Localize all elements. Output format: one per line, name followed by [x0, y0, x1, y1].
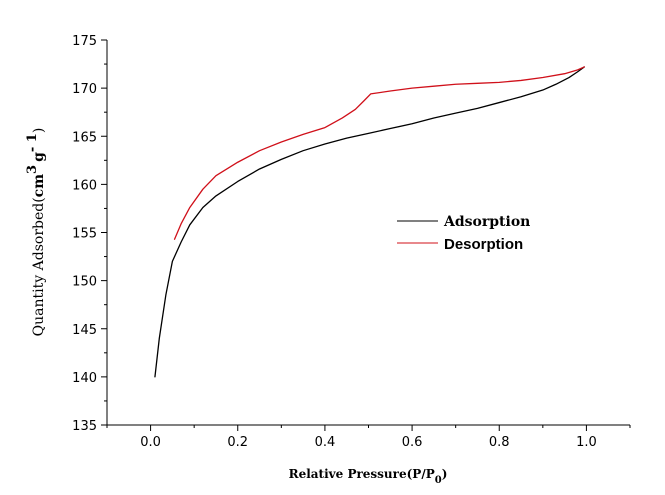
x-tick-label: 0.0: [140, 435, 161, 450]
x-axis-label: Relative Pressure(P/P0): [289, 467, 448, 486]
ticks: 135 140 145 150 155 160 165 170 175 0.0 0.2 0.4 0.6 0…: [72, 34, 631, 450]
x-tick-label: 0.6: [402, 435, 423, 450]
series-line-adsorption: [154, 66, 585, 378]
x-tick-label: 0.8: [489, 435, 510, 450]
y-axis-label: Quantity Adsorbed(cm3g- 1): [25, 128, 47, 337]
y-tick-label: 165: [72, 130, 97, 145]
legend-label-adsorption: Adsorption: [443, 214, 530, 230]
y-tick-label: 150: [72, 275, 97, 290]
y-tick-label: 170: [72, 82, 97, 97]
y-tick-label: 160: [72, 178, 97, 193]
legend-label-desorption: Desorption: [444, 236, 523, 253]
y-tick-label: 155: [72, 227, 97, 242]
y-tick-label: 140: [72, 371, 97, 386]
legend: Adsorption Desorption: [397, 214, 530, 253]
x-tick-label: 0.4: [315, 435, 336, 450]
y-tick-label: 135: [72, 419, 97, 434]
y-tick-label: 175: [72, 34, 97, 49]
x-tick-label: 1.0: [576, 435, 597, 450]
series-layer: [154, 66, 585, 378]
series-line-desorption: [173, 66, 585, 240]
y-tick-label: 145: [72, 323, 97, 338]
x-tick-label: 0.2: [227, 435, 248, 450]
